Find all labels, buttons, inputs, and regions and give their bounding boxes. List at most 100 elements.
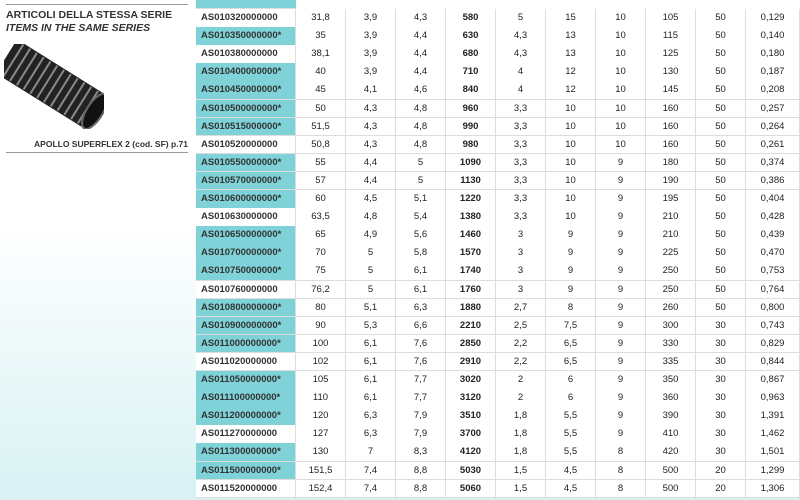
table-cell: 9 xyxy=(596,226,646,245)
table-cell: 6,5 xyxy=(546,352,596,372)
table-cell: 420 xyxy=(646,443,696,462)
table-cell: 1090 xyxy=(446,153,496,173)
table-cell: 300 xyxy=(646,316,696,336)
code-cell: AS011270000000 xyxy=(196,425,296,444)
table-cell: 330 xyxy=(646,334,696,354)
table-cell: 6,5 xyxy=(546,334,596,354)
code-cell: AS010500000000* xyxy=(196,99,296,119)
code-cell: AS010400000000* xyxy=(196,63,296,82)
table-cell: 3 xyxy=(496,280,546,300)
table-cell: 8 xyxy=(546,298,596,318)
table-cell: 6 xyxy=(546,371,596,390)
table-cell: 10 xyxy=(546,208,596,227)
table-cell: 50 xyxy=(696,135,746,155)
table-cell: 130 xyxy=(296,443,346,462)
table-cell: 12 xyxy=(546,63,596,82)
table-cell: 9 xyxy=(596,334,646,354)
code-cell: AS010630000000 xyxy=(196,208,296,227)
table-cell: 2850 xyxy=(446,334,496,354)
table-cell: 260 xyxy=(646,298,696,318)
table-cell: 4,8 xyxy=(396,99,446,119)
hose-image xyxy=(4,44,104,129)
table-cell: 710 xyxy=(446,63,496,82)
table-cell: 4,8 xyxy=(346,208,396,227)
table-cell: 10 xyxy=(546,135,596,155)
table-cell: 5 xyxy=(496,9,546,28)
table-cell: 3700 xyxy=(446,425,496,444)
table-cell: 3 xyxy=(496,244,546,263)
table-cell: 30 xyxy=(696,371,746,390)
table-cell: 76,2 xyxy=(296,280,346,300)
table-cell: 9 xyxy=(596,244,646,263)
table-cell: 80 xyxy=(296,298,346,318)
table-cell: 4,9 xyxy=(346,226,396,245)
code-cell: AS011000000000* xyxy=(196,334,296,354)
table-cell: 9 xyxy=(596,153,646,173)
table-cell: 4,4 xyxy=(396,27,446,46)
table-cell: 50 xyxy=(296,99,346,119)
table-cell: 10 xyxy=(546,153,596,173)
table-cell: 2210 xyxy=(446,316,496,336)
code-cell: AS010800000000* xyxy=(196,298,296,318)
table-cell: 3,9 xyxy=(346,9,396,28)
table-cell: 127 xyxy=(296,425,346,444)
table-cell: 4 xyxy=(496,63,546,82)
table-cell: 1,462 xyxy=(746,425,800,444)
table-cell: 9 xyxy=(546,244,596,263)
table-cell: 5,5 xyxy=(546,443,596,462)
table-cell: 9 xyxy=(596,352,646,372)
table-cell: 10 xyxy=(596,9,646,28)
table-cell: 840 xyxy=(446,81,496,100)
table-cell: 1380 xyxy=(446,208,496,227)
table-cell: 5 xyxy=(396,153,446,173)
table-cell: 3,3 xyxy=(496,117,546,137)
table-cell: 8 xyxy=(596,443,646,462)
table-cell: 4,4 xyxy=(396,45,446,64)
table-cell: 5,1 xyxy=(346,298,396,318)
table-cell: 4,1 xyxy=(346,81,396,100)
table-cell: 4,8 xyxy=(396,117,446,137)
table-cell: 0,180 xyxy=(746,45,800,64)
table-cell: 50 xyxy=(696,117,746,137)
table-cell: 10 xyxy=(596,117,646,137)
table-cell: 3 xyxy=(496,262,546,281)
table-cell: 5,6 xyxy=(396,226,446,245)
code-cell: AS010750000000* xyxy=(196,262,296,281)
table-cell: 50 xyxy=(696,45,746,64)
table-cell: 1760 xyxy=(446,280,496,300)
table-cell: 125 xyxy=(646,45,696,64)
table-cell: 115 xyxy=(646,27,696,46)
code-cell: AS011500000000* xyxy=(196,461,296,481)
table-cell: 31,8 xyxy=(296,9,346,28)
sidebar-subtitle: ITEMS IN THE SAME SERIES xyxy=(6,22,151,34)
table-cell: 0,963 xyxy=(746,389,800,408)
table-cell: 1,391 xyxy=(746,407,800,426)
table-cell: 3020 xyxy=(446,371,496,390)
table-cell: 120 xyxy=(296,407,346,426)
code-cell: AS010600000000* xyxy=(196,190,296,209)
table-cell: 0,470 xyxy=(746,244,800,263)
table-cell: 8,3 xyxy=(396,443,446,462)
table-cell: 5,3 xyxy=(346,316,396,336)
table-cell: 6,1 xyxy=(346,352,396,372)
table-cell: 360 xyxy=(646,389,696,408)
table-cell: 7 xyxy=(346,443,396,462)
table-cell: 50 xyxy=(696,27,746,46)
table-cell: 4120 xyxy=(446,443,496,462)
table-cell: 40 xyxy=(296,63,346,82)
code-cell: AS010550000000* xyxy=(196,153,296,173)
table-cell: 8,8 xyxy=(396,461,446,481)
table-cell: 50 xyxy=(696,226,746,245)
table-cell: 160 xyxy=(646,99,696,119)
table-cell: 20 xyxy=(696,479,746,499)
table-cell: 50 xyxy=(696,190,746,209)
table-cell: 0,257 xyxy=(746,99,800,119)
table-cell: 680 xyxy=(446,45,496,64)
table-cell: 9 xyxy=(596,371,646,390)
table-cell: 9 xyxy=(596,171,646,191)
code-cell: AS010515000000* xyxy=(196,117,296,137)
table-cell: 3,3 xyxy=(496,99,546,119)
table-cell: 30 xyxy=(696,443,746,462)
code-cell: AS011300000000* xyxy=(196,443,296,462)
